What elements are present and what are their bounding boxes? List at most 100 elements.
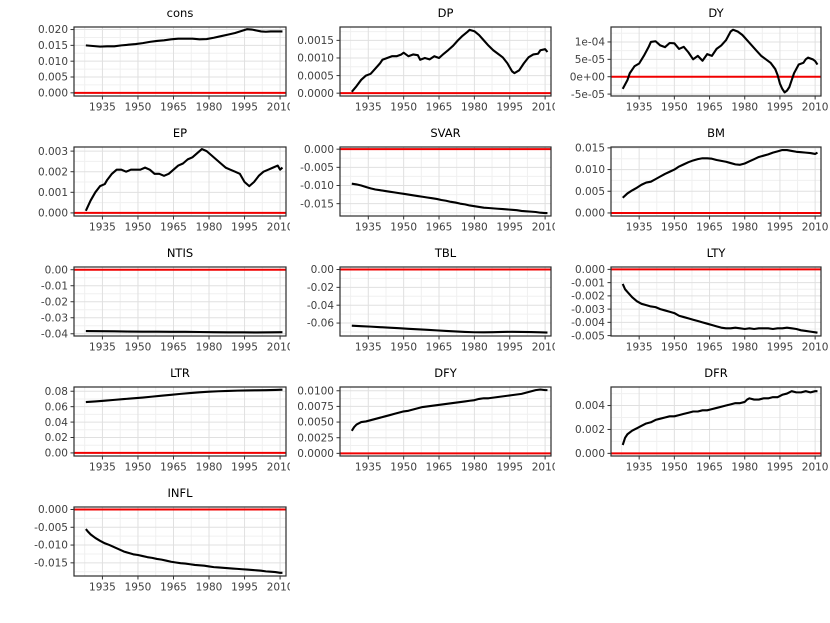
svg-text:0.000: 0.000 [38, 504, 68, 516]
svg-text:1935: 1935 [89, 222, 116, 234]
svg-text:2010: 2010 [267, 222, 290, 234]
svg-text:0.08: 0.08 [45, 386, 68, 398]
svg-text:1995: 1995 [496, 222, 523, 234]
svg-text:1980: 1980 [461, 222, 488, 234]
svg-text:1950: 1950 [661, 342, 688, 354]
svg-text:1950: 1950 [125, 582, 152, 594]
svg-text:1950: 1950 [390, 462, 417, 474]
tbl-plot: 1935 1950 1965 1980 1995 2010 0.00 -0.02 -0.04 -0… [307, 264, 555, 354]
svg-text:1995: 1995 [767, 342, 794, 354]
svg-text:1950: 1950 [125, 462, 152, 474]
svg-text:1950: 1950 [125, 342, 152, 354]
svg-text:0.015: 0.015 [575, 143, 605, 155]
panel-title-infl: INFL [167, 486, 193, 500]
svg-text:0.005: 0.005 [38, 72, 68, 84]
panel-infl: 1935 1950 1965 1980 1995 2010 0.000 -0.005 -0.01… [0, 480, 290, 600]
svg-text:1950: 1950 [125, 222, 152, 234]
svg-text:1965: 1965 [696, 342, 723, 354]
svg-text:1995: 1995 [496, 342, 523, 354]
dp-plot: 1935 1950 1965 1980 1995 2010 0.0015 0.0010 0.00… [297, 26, 555, 114]
svg-text:0.010: 0.010 [575, 164, 605, 176]
svg-text:0.000: 0.000 [38, 208, 68, 220]
panel-title-ntis: NTIS [166, 246, 194, 260]
svg-text:1935: 1935 [626, 102, 653, 114]
panel-title-ep: EP [172, 126, 188, 140]
svg-text:1965: 1965 [426, 462, 453, 474]
cons-plot: 1935 1950 1965 1980 1995 2010 0.020 0.015 0.010 0… [38, 24, 290, 114]
svg-text:1965: 1965 [696, 462, 723, 474]
svg-text:-0.005: -0.005 [571, 330, 605, 342]
panel-svar: 1935 1950 1965 1980 1995 2010 0.000 -0.005 -0.01… [293, 120, 555, 240]
svg-text:1995: 1995 [231, 102, 258, 114]
svg-text:2010: 2010 [532, 222, 555, 234]
svg-text:-0.010: -0.010 [300, 180, 334, 192]
svg-text:0.010: 0.010 [38, 56, 68, 68]
svg-text:1980: 1980 [196, 582, 223, 594]
svg-text:1935: 1935 [626, 342, 653, 354]
panel-bm: 1935 1950 1965 1980 1995 2010 0.015 0.010 0.005 0… [556, 120, 830, 240]
bm-plot: 1935 1950 1965 1980 1995 2010 0.015 0.010 0.005 0… [575, 143, 829, 234]
svg-text:0.015: 0.015 [38, 40, 68, 52]
svg-text:1980: 1980 [461, 102, 488, 114]
svg-text:2010: 2010 [802, 222, 829, 234]
svg-text:-0.005: -0.005 [300, 162, 334, 174]
svg-text:1965: 1965 [426, 102, 453, 114]
panel-ep: 1935 1950 1965 1980 1995 2010 0.003 0.002 0.001 0… [0, 120, 290, 240]
svg-text:0.0000: 0.0000 [297, 448, 334, 460]
svg-text:1980: 1980 [461, 462, 488, 474]
svg-text:1965: 1965 [160, 582, 187, 594]
svg-text:0.0075: 0.0075 [297, 401, 334, 413]
svg-text:1950: 1950 [390, 222, 417, 234]
svar-plot: 1935 1950 1965 1980 1995 2010 0.000 -0.005 -0.01… [300, 144, 555, 234]
panel-title-dp: DP [437, 6, 454, 20]
svg-text:-0.02: -0.02 [307, 282, 334, 294]
panel-title-dfr: DFR [704, 366, 728, 380]
svg-text:-0.005: -0.005 [34, 522, 68, 534]
svg-text:1965: 1965 [426, 342, 453, 354]
svg-text:0.00: 0.00 [311, 264, 334, 276]
panel-title-ltr: LTR [170, 366, 190, 380]
lty-plot: 1935 1950 1965 1980 1995 2010 0.000-0.001 -0.00… [571, 264, 828, 354]
svg-text:1950: 1950 [661, 462, 688, 474]
svg-text:0.00: 0.00 [45, 264, 68, 276]
svg-text:2010: 2010 [267, 102, 290, 114]
svg-text:1995: 1995 [496, 462, 523, 474]
svg-text:-0.04: -0.04 [307, 300, 334, 312]
panel-title-dfy: DFY [434, 366, 457, 380]
svg-text:1965: 1965 [160, 102, 187, 114]
ep-plot: 1935 1950 1965 1980 1995 2010 0.003 0.002 0.001 0… [38, 146, 290, 234]
svg-text:1965: 1965 [696, 102, 723, 114]
svg-text:0.000: 0.000 [304, 144, 334, 156]
svg-text:1995: 1995 [231, 222, 258, 234]
svg-text:1980: 1980 [731, 222, 758, 234]
svg-text:1995: 1995 [231, 462, 258, 474]
svg-text:1965: 1965 [426, 222, 453, 234]
svg-text:0.005: 0.005 [575, 186, 605, 198]
panel-dy: 1935 1950 1965 1980 1995 2010 1e-04 5e-05 0e+00 -… [556, 0, 830, 120]
svg-text:1980: 1980 [461, 342, 488, 354]
svg-text:2010: 2010 [267, 342, 290, 354]
svg-text:-5e-05: -5e-05 [571, 89, 605, 101]
panel-lty: 1935 1950 1965 1980 1995 2010 0.000 -0.001 -0.00… [556, 240, 830, 360]
svg-text:-0.01: -0.01 [41, 280, 68, 292]
svg-text:-0.003: -0.003 [571, 304, 605, 316]
svg-text:-0.001: -0.001 [571, 277, 605, 289]
svg-text:1950: 1950 [125, 102, 152, 114]
svg-text:0.0015: 0.0015 [297, 35, 334, 47]
svg-text:1980: 1980 [731, 342, 758, 354]
dfy-plot: 1935 1950 1965 1980 1995 2010 0.0100 0.0075 0.00… [297, 385, 555, 474]
dy-plot: 1935 1950 1965 1980 1995 2010 1e-04 5e-05 0e+00 -… [570, 26, 829, 114]
svg-text:1965: 1965 [160, 462, 187, 474]
panel-dp: 1935 1950 1965 1980 1995 2010 0.0015 0.0010 0.00… [293, 0, 555, 120]
svg-text:0.06: 0.06 [45, 401, 69, 413]
svg-text:0.000: 0.000 [575, 264, 605, 276]
svg-text:1950: 1950 [661, 102, 688, 114]
svg-text:-0.06: -0.06 [307, 318, 334, 330]
svg-text:1980: 1980 [731, 102, 758, 114]
panel-title-bm: BM [707, 126, 725, 140]
svg-text:0.0005: 0.0005 [297, 70, 334, 82]
svg-text:1935: 1935 [626, 462, 653, 474]
panel-tbl: 1935 1950 1965 1980 1995 2010 0.00 -0.02 -0.04 -0… [293, 240, 555, 360]
svg-text:2010: 2010 [532, 462, 555, 474]
